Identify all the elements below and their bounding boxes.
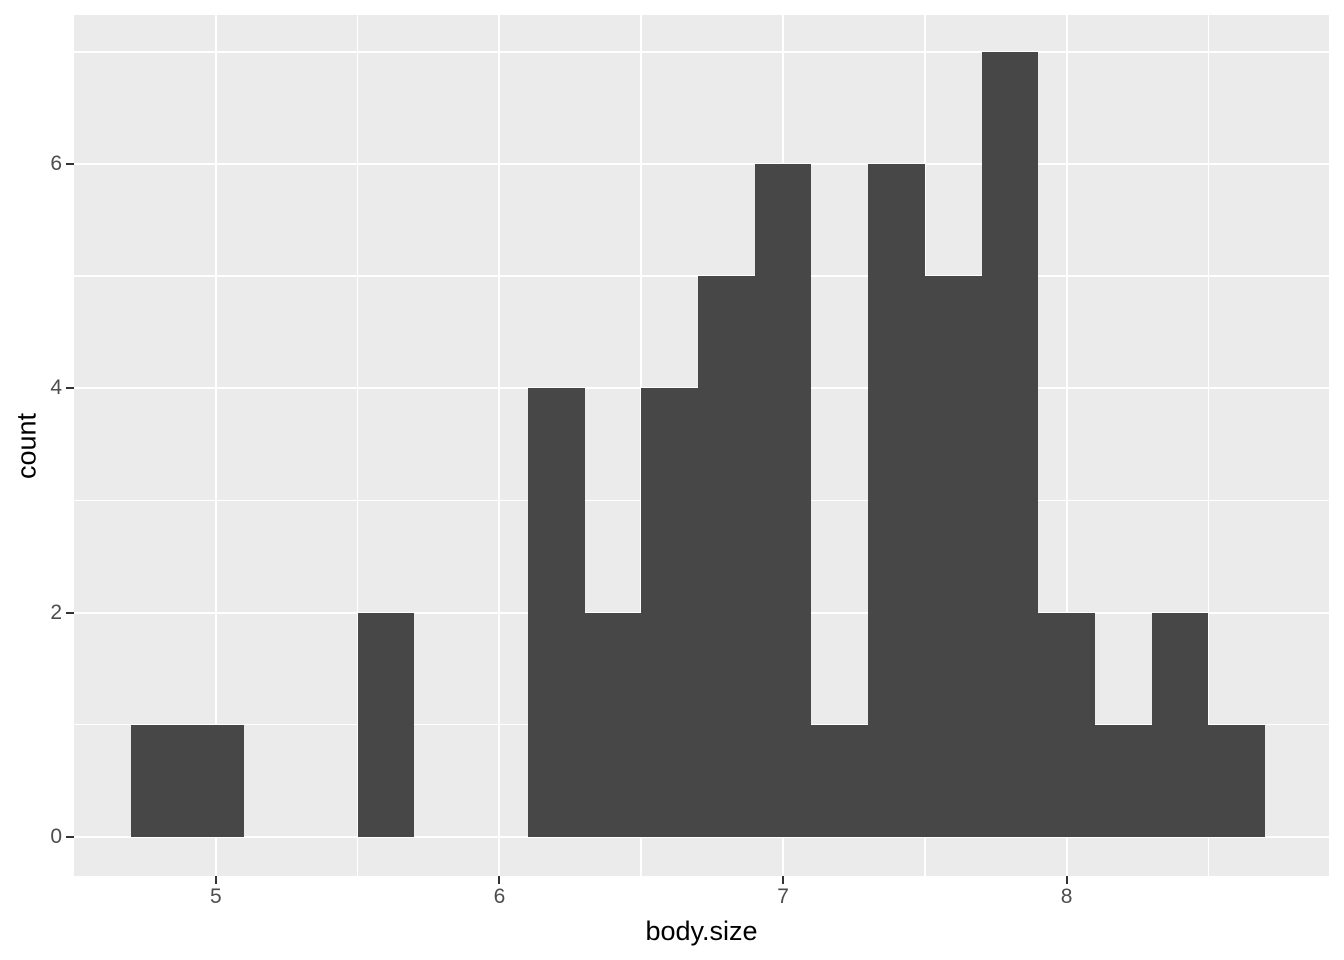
x-tick-label: 7 <box>777 885 789 908</box>
histogram-bar <box>187 724 245 837</box>
y-tick-mark <box>66 835 74 838</box>
y-axis-title: count <box>11 412 42 479</box>
y-gridline-major <box>74 163 1329 166</box>
y-tick-mark <box>66 387 74 390</box>
histogram-bar <box>641 388 698 837</box>
y-tick-label: 6 <box>50 152 62 176</box>
x-tick-mark <box>1065 876 1068 884</box>
histogram-bar <box>811 724 869 837</box>
histogram-bar <box>924 276 982 837</box>
y-tick-mark <box>66 611 74 614</box>
x-tick-mark <box>498 876 501 884</box>
histogram-bar <box>527 388 585 837</box>
x-tick-mark <box>214 876 217 884</box>
x-gridline-minor <box>1207 15 1210 876</box>
histogram-bar <box>1151 612 1209 837</box>
histogram-bar <box>697 276 755 837</box>
y-gridline-major <box>74 835 1329 838</box>
y-tick-label: 0 <box>50 824 62 848</box>
y-gridline-minor <box>74 51 1329 53</box>
x-tick-label: 8 <box>1060 885 1073 908</box>
y-tick-mark <box>66 163 74 166</box>
histogram-bar <box>981 51 1039 837</box>
histogram-bar <box>1095 724 1152 837</box>
histogram-bar <box>868 164 925 837</box>
x-gridline-minor <box>356 15 359 876</box>
y-tick-label: 2 <box>50 600 62 624</box>
x-tick-mark <box>782 876 785 884</box>
histogram-bar <box>1038 612 1095 837</box>
histogram-bar <box>584 612 642 837</box>
histogram-bar <box>754 164 812 837</box>
histogram-bar <box>130 724 188 837</box>
x-axis-title: body.size <box>645 916 758 946</box>
x-gridline-major <box>1065 15 1068 876</box>
histogram-bar <box>357 612 415 837</box>
x-gridline-major <box>498 15 501 876</box>
histogram-bar <box>1208 724 1266 837</box>
x-tick-label: 5 <box>209 885 222 908</box>
x-tick-label: 6 <box>493 885 506 908</box>
y-tick-label: 4 <box>50 376 62 400</box>
x-gridline-major <box>214 15 217 876</box>
